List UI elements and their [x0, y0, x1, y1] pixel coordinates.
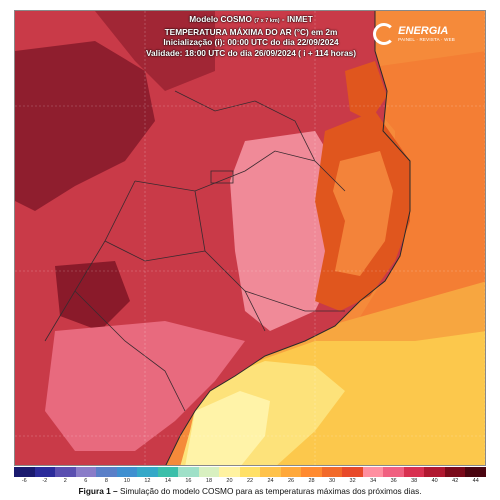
model-resolution: (7 x 7 km): [254, 18, 280, 24]
colorbar-tick-label: -2: [42, 478, 48, 484]
energia-logo-icon: [373, 23, 396, 45]
colorbar-swatch: [424, 467, 445, 477]
land-dark-west: [55, 261, 130, 331]
header-initialization: Inicialização (i): 00:00 UTC do dia 22/0…: [163, 37, 339, 47]
temperature-colorbar: [14, 467, 486, 477]
colorbar-tick-label: -6: [21, 478, 27, 484]
colorbar-tick-label: 30: [329, 478, 336, 484]
colorbar-tick-label: 44: [472, 478, 479, 484]
colorbar-swatch: [219, 467, 240, 477]
colorbar-swatch: [157, 467, 179, 477]
temperature-map: [15, 11, 485, 465]
coastline: [165, 11, 411, 465]
figure-caption: Figura 1 – Simulação do modelo COSMO par…: [0, 486, 500, 496]
colorbar-ticks: -6 -2 2 6 8 10 12 14 16 18 20 22 24 26 28 30 32 34 36 38 40 4…: [14, 478, 486, 485]
logo-name: ENERGIA: [398, 25, 449, 37]
colorbar-swatch: [301, 467, 322, 477]
colorbar-tick-label: 26: [287, 478, 295, 484]
colorbar-swatch: [75, 467, 97, 477]
land-dark-northwest: [15, 41, 155, 211]
colorbar-swatch: [96, 467, 117, 477]
caption-label: Figura 1 –: [78, 486, 118, 496]
model-name: Modelo COSMO: [189, 14, 252, 24]
colorbar-tick-label: 10: [123, 478, 130, 484]
political-borders: [44, 90, 346, 412]
colorbar-tick-label: 34: [370, 478, 377, 484]
colorbar-tick-label: 40: [431, 478, 438, 484]
land-pink-central: [230, 131, 345, 331]
colorbar-tick-label: 6: [84, 478, 88, 484]
colorbar-swatch: [34, 467, 56, 477]
colorbar-swatch: [178, 467, 199, 477]
energia-logo: ENERGIA PAINEL · REVISTA · WEB: [373, 23, 455, 45]
colorbar-swatch: [321, 467, 343, 477]
colorbar-swatch: [465, 467, 486, 477]
colorbar-swatch: [239, 467, 261, 477]
land-dark-north: [95, 11, 215, 91]
colorbar-tick-label: 36: [390, 478, 397, 484]
header-model-line: Modelo COSMO (7 x 7 km) - INMET: [15, 14, 485, 27]
land-pink-south: [45, 321, 245, 451]
colorbar-tick-label: 38: [411, 478, 418, 484]
colorbar-swatch: [383, 467, 404, 477]
land-hot-inner: [333, 151, 393, 276]
colorbar-swatch: [362, 467, 384, 477]
colorbar-tick-label: 32: [349, 478, 356, 484]
land-hot-north-strip: [345, 61, 387, 121]
colorbar-swatch: [403, 467, 425, 477]
colorbar-tick-label: 22: [246, 478, 254, 484]
colorbar-tick-label: 20: [226, 478, 233, 484]
colorbar-tick-label: 24: [267, 478, 274, 484]
colorbar-swatch: [260, 467, 281, 477]
colorbar-swatch: [280, 467, 302, 477]
colorbar-tick-label: 12: [144, 478, 151, 484]
map-frame: Modelo COSMO (7 x 7 km) - INMET TEMPERAT…: [14, 10, 486, 466]
colorbar-swatch: [198, 467, 220, 477]
colorbar-swatch: [14, 467, 35, 477]
ocean-lightest-zone: [185, 391, 270, 465]
colorbar-tick-label: 28: [308, 478, 315, 484]
caption-text: Simulação do modelo COSMO para as temper…: [117, 486, 422, 496]
colorbar-swatch: [116, 467, 138, 477]
logo-subtitle: PAINEL · REVISTA · WEB: [398, 37, 455, 42]
header-validity: Validade: 18:00 UTC do dia 26/09/2024 ( …: [145, 47, 357, 58]
colorbar-tick-label: 42: [452, 478, 459, 484]
colorbar-tick-label: 8: [104, 478, 108, 484]
colorbar-tick-label: 2: [63, 478, 67, 484]
colorbar-swatch: [444, 467, 466, 477]
colorbar-tick-label: 14: [164, 478, 171, 484]
colorbar-tick-label: 16: [185, 478, 192, 484]
model-source: - INMET: [279, 14, 313, 24]
header-variable: TEMPERATURA MÁXIMA DO AR (°C) em 2m: [164, 26, 338, 37]
lat-lon-grid: [15, 11, 485, 465]
map-header: Modelo COSMO (7 x 7 km) - INMET TEMPERAT…: [15, 11, 485, 58]
colorbar-swatch: [55, 467, 76, 477]
colorbar-tick-label: 18: [205, 478, 213, 484]
colorbar-swatch: [137, 467, 158, 477]
colorbar-swatch: [342, 467, 363, 477]
